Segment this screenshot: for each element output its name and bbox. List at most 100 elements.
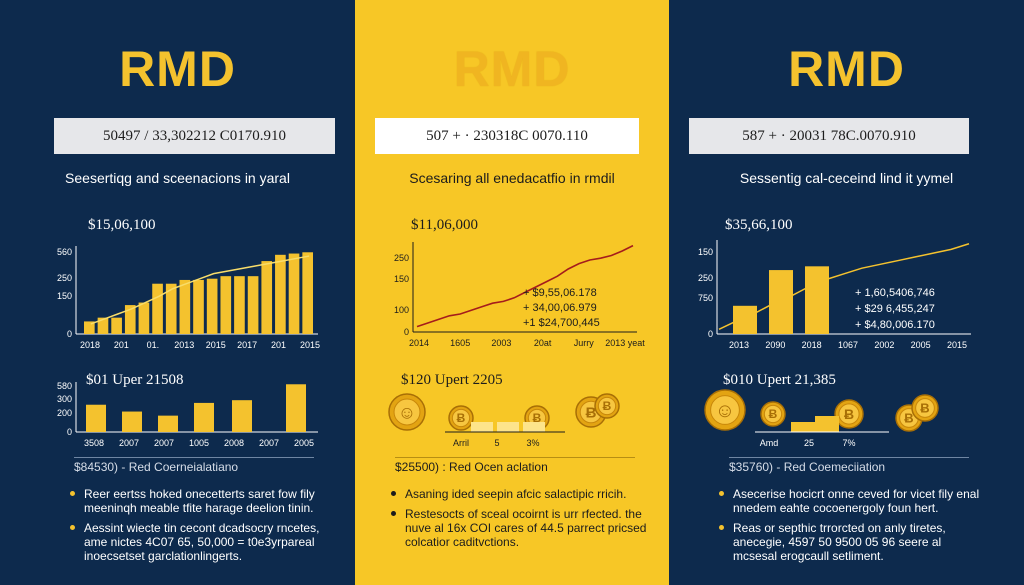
x-tick-label: 2003 <box>491 338 511 348</box>
bar <box>497 422 519 432</box>
x-tick-label: 2013 yeat <box>605 338 645 348</box>
x-tick-label: 2005 <box>911 340 931 350</box>
small-bar-chart: 580 300 200 0 3508 2007 2007 1005 2008 2007 2005 <box>57 381 318 448</box>
coins-label: $01 Uper 21508 <box>86 372 184 388</box>
bar <box>194 402 214 432</box>
data-annotation: + 34,00,06.979 <box>523 302 597 314</box>
code-box: 507 + · 230318C 0070.110 <box>375 118 639 154</box>
bar <box>288 253 300 334</box>
bar <box>234 276 245 334</box>
y-tick-label: 0 <box>708 329 713 339</box>
bar <box>86 404 106 432</box>
notes-list: Asaning ided seepin afcic salactipic rri… <box>391 487 651 555</box>
x-tick-label: 2090 <box>765 340 785 350</box>
bar <box>220 276 232 334</box>
x-tick-label: 3% <box>526 438 539 448</box>
svg-text:Ƀ: Ƀ <box>586 404 597 421</box>
x-tick-label: 2018 <box>802 340 822 350</box>
bar <box>232 400 252 432</box>
x-tick-label: 3508 <box>84 438 104 448</box>
bar <box>138 302 150 334</box>
result-line: $25500) : Red Ocen aclation <box>395 460 548 474</box>
note-item: Aessint wiecte tin cecont dcadsocry rnce… <box>70 521 330 563</box>
x-tick-label: 01. <box>147 340 160 350</box>
trend-line-chart: 250 150 100 0 + $9,55,06.178 + 34,00,06.979 +1… <box>394 242 645 348</box>
svg-text:Ƀ: Ƀ <box>920 401 929 416</box>
y-tick-label: 580 <box>57 381 72 391</box>
x-tick-label: 201 <box>114 340 129 350</box>
bar <box>302 252 313 334</box>
bar <box>247 276 259 334</box>
x-tick-label: 2014 <box>409 338 429 348</box>
bar <box>165 283 177 334</box>
brand-title: RMD <box>788 41 905 97</box>
x-tick-label: 2007 <box>154 438 174 448</box>
code-box: 587 + · 20031 78C.0070.910 <box>689 118 969 154</box>
bar <box>97 317 109 334</box>
bar <box>523 422 545 432</box>
svg-text:Ƀ: Ƀ <box>844 406 854 422</box>
notes-list: Asecerise hocicrt onne ceved for vicet f… <box>719 487 981 569</box>
x-tick-label: 1005 <box>189 438 209 448</box>
svg-text:Ƀ: Ƀ <box>603 399 612 413</box>
trend-line <box>718 243 970 330</box>
trend-line <box>416 244 634 328</box>
bar <box>286 384 306 432</box>
x-tick-label: 2015 <box>947 340 967 350</box>
x-tick-label: 1605 <box>450 338 470 348</box>
bar <box>179 279 191 334</box>
coins-label: $010 Upert 21,385 <box>723 372 836 388</box>
coin-icon: Ƀ <box>594 393 620 419</box>
x-tick-label: 2013 <box>174 340 194 350</box>
svg-text:Ƀ: Ƀ <box>457 411 466 425</box>
bar <box>158 415 178 432</box>
bar <box>471 422 493 432</box>
x-tick-label: 25 <box>804 438 814 448</box>
bar <box>152 283 163 334</box>
brand-title: RMD <box>119 41 236 97</box>
x-tick-label: 2018 <box>80 340 100 350</box>
brand-title: RMD <box>453 41 571 97</box>
bar <box>815 416 839 432</box>
y-tick-label: 150 <box>57 291 72 301</box>
y-tick-label: 250 <box>698 273 713 283</box>
headline-value: $15,06,100 <box>88 217 156 233</box>
result-line: $84530) - Red Coerneialatiano <box>74 460 239 474</box>
panel-right: RMD 587 + · 20031 78C.0070.910 Sessentig… <box>669 0 1024 585</box>
x-tick-label: 2005 <box>294 438 314 448</box>
growth-bar-chart: 560 250 150 0 2018 201 01. 2013 2015 2017 201 2015 <box>57 246 320 350</box>
section-subtitle: Sessentig cal-ceceind lind it yymel <box>739 170 954 186</box>
y-tick-label: 0 <box>67 329 72 339</box>
x-tick-label: 20at <box>534 338 552 348</box>
svg-text:☺: ☺ <box>398 402 416 422</box>
panel-middle: RMD 507 + · 230318C 0070.110 Scesaring a… <box>355 0 669 585</box>
bar <box>261 261 273 334</box>
x-tick-label: Amd <box>760 438 779 448</box>
divider <box>74 457 314 458</box>
x-tick-label: 201 <box>271 340 286 350</box>
data-annotation: + 1,60,5406,746 <box>855 287 935 299</box>
x-tick-label: 7% <box>842 438 855 448</box>
coin-icon: ☺ <box>704 389 746 431</box>
bar <box>791 422 815 432</box>
coin-icon: Ƀ <box>834 399 864 429</box>
panel-left: RMD 50497 / 33,302212 C0170.910 Seeserti… <box>0 0 355 585</box>
bar <box>206 278 218 334</box>
coins-label: $120 Upert 2205 <box>401 372 503 388</box>
bar <box>769 270 793 334</box>
svg-text:Ƀ: Ƀ <box>533 411 542 425</box>
coin-icon: Ƀ <box>760 401 786 427</box>
y-tick-label: 0 <box>404 327 409 337</box>
svg-text:Ƀ: Ƀ <box>769 407 778 421</box>
x-tick-label: 2013 <box>729 340 749 350</box>
y-tick-label: 200 <box>57 408 72 418</box>
y-tick-label: 250 <box>57 273 72 283</box>
y-tick-label: 150 <box>394 274 409 284</box>
data-annotation: +1 $24,700,445 <box>523 317 600 329</box>
svg-text:☺: ☺ <box>715 400 735 422</box>
result-line: $35760) - Red Coemeciiation <box>729 460 886 474</box>
data-annotation: + $4,80,006.170 <box>855 319 935 331</box>
x-tick-label: 2008 <box>224 438 244 448</box>
bar <box>111 317 122 334</box>
